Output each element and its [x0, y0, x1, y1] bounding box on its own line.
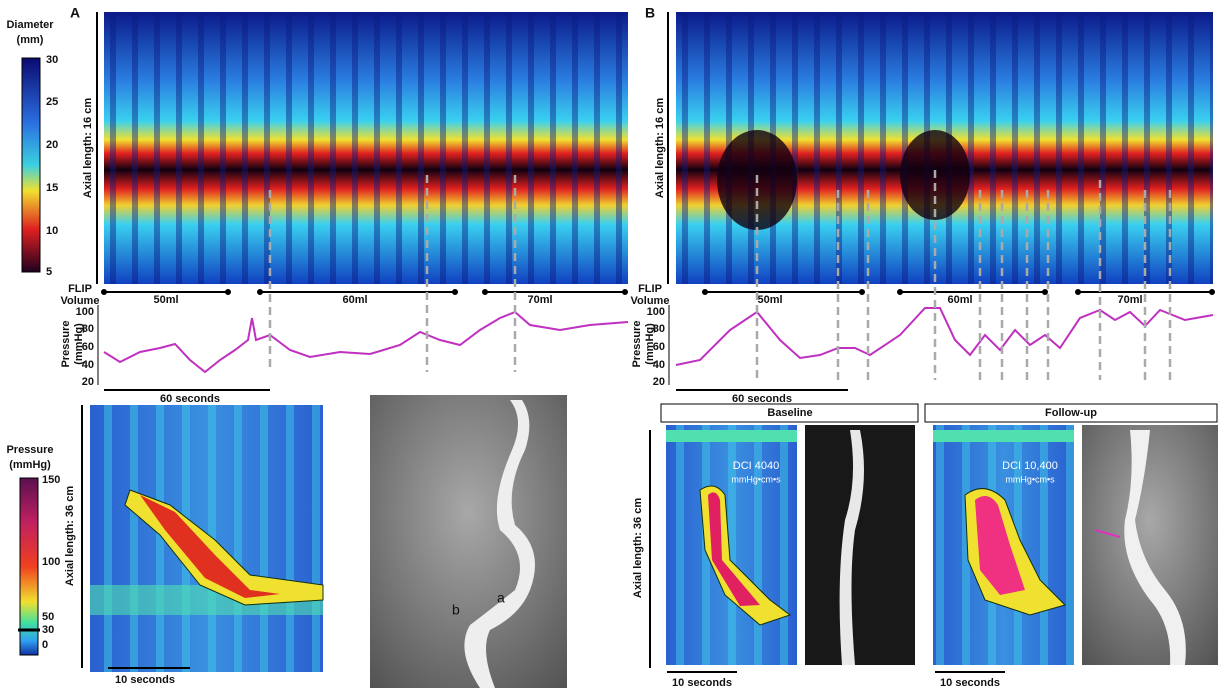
flip-volume-label: Volume: [61, 295, 100, 307]
pressure-trace: [675, 307, 1214, 366]
scale-tick: 15: [46, 182, 58, 194]
barium-column: [1124, 430, 1186, 665]
time-scale: 60 seconds: [160, 393, 220, 405]
scale-tick: 0: [42, 639, 48, 651]
time-scale: 60 seconds: [732, 393, 792, 405]
volume-dots: [702, 289, 1215, 295]
xray-label: a: [497, 590, 505, 606]
header-title: Baseline: [767, 407, 812, 419]
axis-label: Axial length: 36 cm: [64, 486, 76, 586]
xray-image: [1082, 425, 1218, 665]
flip-volume-label: FLIP: [68, 283, 92, 295]
pressure-tick: 60: [82, 341, 94, 353]
header-box: [660, 403, 919, 423]
dci-value: DCI 4040: [733, 460, 779, 472]
pressure-tick: 20: [82, 376, 94, 388]
dci-unit: mmHg•cm•s: [731, 474, 781, 484]
pressure-label: (mmHg): [73, 323, 85, 365]
time-scale: 10 seconds: [940, 677, 1000, 688]
dci-value: DCI 10,400: [1002, 460, 1058, 472]
xray-label: b: [452, 602, 460, 618]
volume-label: 60ml: [342, 294, 367, 306]
annotation-arrow: [1094, 529, 1121, 538]
barium-column: [464, 400, 535, 688]
scale-tick: 150: [42, 474, 60, 486]
hrm-contraction-core: [975, 496, 1025, 595]
hrm-band: [666, 430, 797, 442]
event-lines: [755, 170, 1172, 380]
pressure-tick: 60: [653, 341, 665, 353]
hrm-contraction-core: [140, 495, 280, 598]
axis-label: Axial length: 36 cm: [632, 498, 644, 598]
pressure-tick: 20: [653, 376, 665, 388]
time-scale: 10 seconds: [115, 674, 175, 686]
scale-title: (mmHg): [9, 459, 51, 471]
scale-tick: 5: [46, 266, 52, 278]
volume-label: 70ml: [1117, 294, 1142, 306]
pressure-tick: 100: [76, 306, 94, 318]
scale-tick: 30: [42, 624, 54, 636]
header-title: Follow-up: [1045, 407, 1097, 419]
axis-label: Axial length: 16 cm: [82, 98, 94, 198]
time-scale: 10 seconds: [672, 677, 732, 688]
scale-tick: 50: [42, 611, 54, 623]
pressure-trace: [103, 310, 629, 374]
volume-label: 50ml: [153, 294, 178, 306]
dci-unit: mmHg•cm•s: [1005, 474, 1055, 484]
pressure-tick: 80: [653, 323, 665, 335]
hrm-contraction: [699, 485, 792, 626]
pressure-label: (mmHg): [644, 323, 656, 365]
axis-label: Axial length: 16 cm: [654, 98, 666, 198]
header-box: [924, 403, 1218, 423]
panel-label: B: [645, 5, 655, 21]
colorbar: [19, 477, 39, 656]
volume-label: 60ml: [947, 294, 972, 306]
flip-texture: [104, 12, 628, 284]
colorbar: [21, 57, 41, 273]
scale-tick: 25: [46, 96, 58, 108]
pressure-tick: 80: [82, 323, 94, 335]
pressure-label: Pressure: [631, 320, 643, 367]
barium-column: [839, 430, 864, 665]
pressure-tick: 40: [653, 359, 665, 371]
pressure-tick: 100: [647, 306, 665, 318]
scale-tick: 10: [46, 225, 58, 237]
hrm-band: [933, 430, 1074, 442]
scale-title: Diameter: [6, 19, 54, 31]
volume-label: 50ml: [757, 294, 782, 306]
hrm-contraction-core: [708, 492, 760, 606]
event-lines: [268, 175, 517, 372]
volume-label: 70ml: [527, 294, 552, 306]
panel-label: A: [70, 5, 80, 21]
volume-dots: [101, 289, 628, 295]
pressure-tick: 40: [82, 359, 94, 371]
scale-tick: 30: [46, 54, 58, 66]
hrm-texture: [666, 425, 797, 665]
scale-title: Pressure: [6, 444, 53, 456]
scale-tick: 100: [42, 556, 60, 568]
scale-title: (mm): [17, 34, 44, 46]
scale-tick: 20: [46, 139, 58, 151]
flip-volume-label: FLIP: [638, 283, 662, 295]
flip-volume-label: Volume: [631, 295, 670, 307]
pressure-label: Pressure: [60, 320, 72, 367]
